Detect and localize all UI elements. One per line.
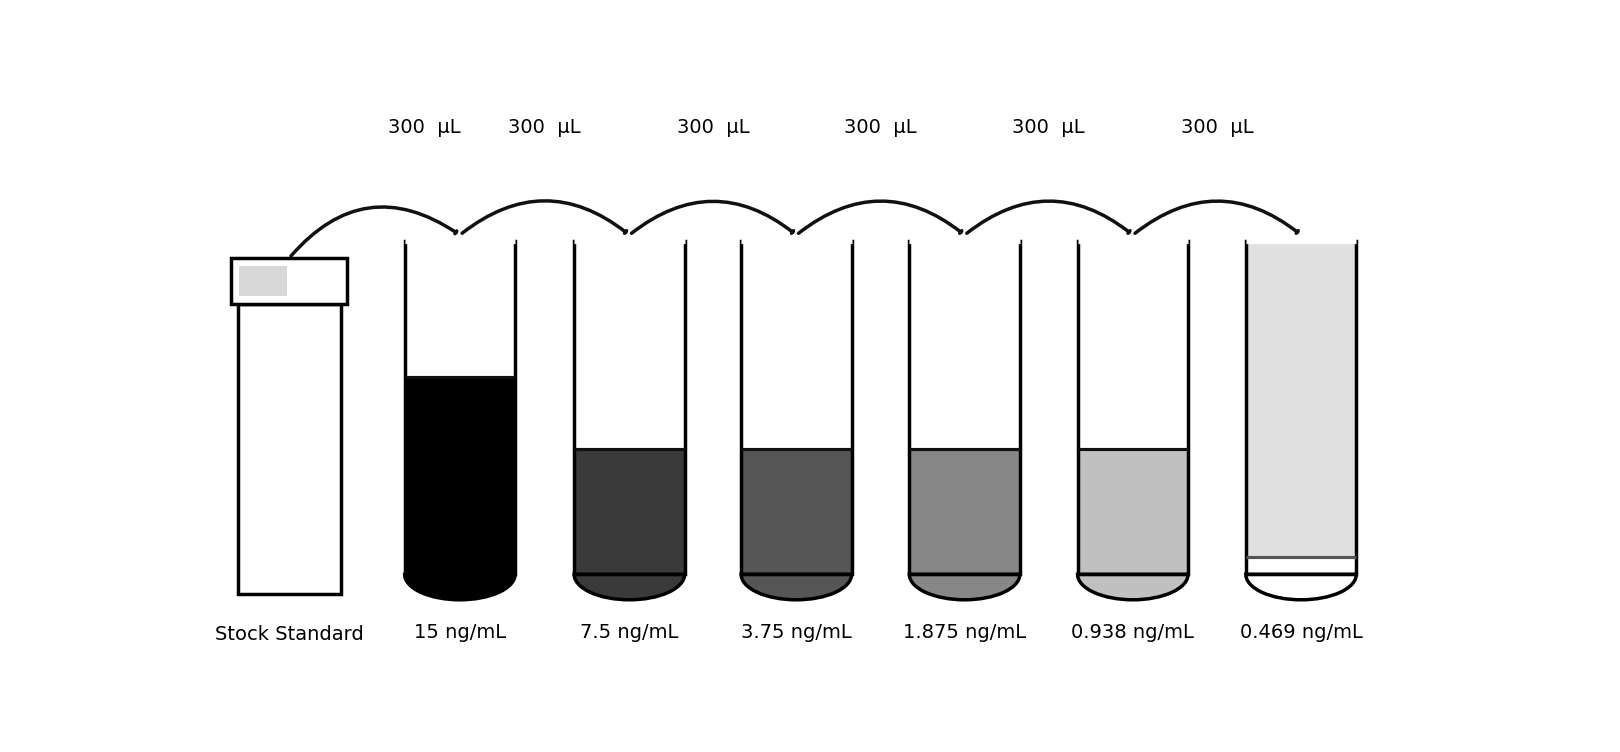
Text: 7.5 ng/mL: 7.5 ng/mL xyxy=(580,623,679,642)
Bar xyxy=(232,258,347,305)
Wedge shape xyxy=(573,575,685,600)
Text: Stock Standard: Stock Standard xyxy=(215,625,363,644)
Bar xyxy=(1246,241,1356,556)
Bar xyxy=(1077,241,1187,575)
Text: 300  μL: 300 μL xyxy=(844,117,917,137)
Text: 300  μL: 300 μL xyxy=(1012,117,1085,137)
Bar xyxy=(405,241,515,575)
Bar xyxy=(573,449,685,575)
Bar xyxy=(238,305,340,594)
Wedge shape xyxy=(1077,575,1187,600)
Bar xyxy=(740,241,852,575)
Wedge shape xyxy=(909,575,1021,600)
Wedge shape xyxy=(740,575,852,600)
Bar xyxy=(1077,449,1187,575)
Text: 300  μL: 300 μL xyxy=(1181,117,1254,137)
Text: 0.938 ng/mL: 0.938 ng/mL xyxy=(1071,623,1194,642)
Bar xyxy=(573,241,685,575)
Wedge shape xyxy=(405,575,515,600)
Text: 15 ng/mL: 15 ng/mL xyxy=(413,623,505,642)
Text: 300  μL: 300 μL xyxy=(509,117,582,137)
Bar xyxy=(405,378,515,575)
Bar xyxy=(740,449,852,575)
Text: 0.469 ng/mL: 0.469 ng/mL xyxy=(1239,623,1362,642)
Bar xyxy=(238,266,287,296)
Text: 1.875 ng/mL: 1.875 ng/mL xyxy=(902,623,1025,642)
Bar xyxy=(1246,241,1356,575)
Bar xyxy=(909,449,1021,575)
Bar xyxy=(909,241,1021,575)
Text: 300  μL: 300 μL xyxy=(389,117,462,137)
Text: 3.75 ng/mL: 3.75 ng/mL xyxy=(740,623,852,642)
Text: 300  μL: 300 μL xyxy=(677,117,748,137)
